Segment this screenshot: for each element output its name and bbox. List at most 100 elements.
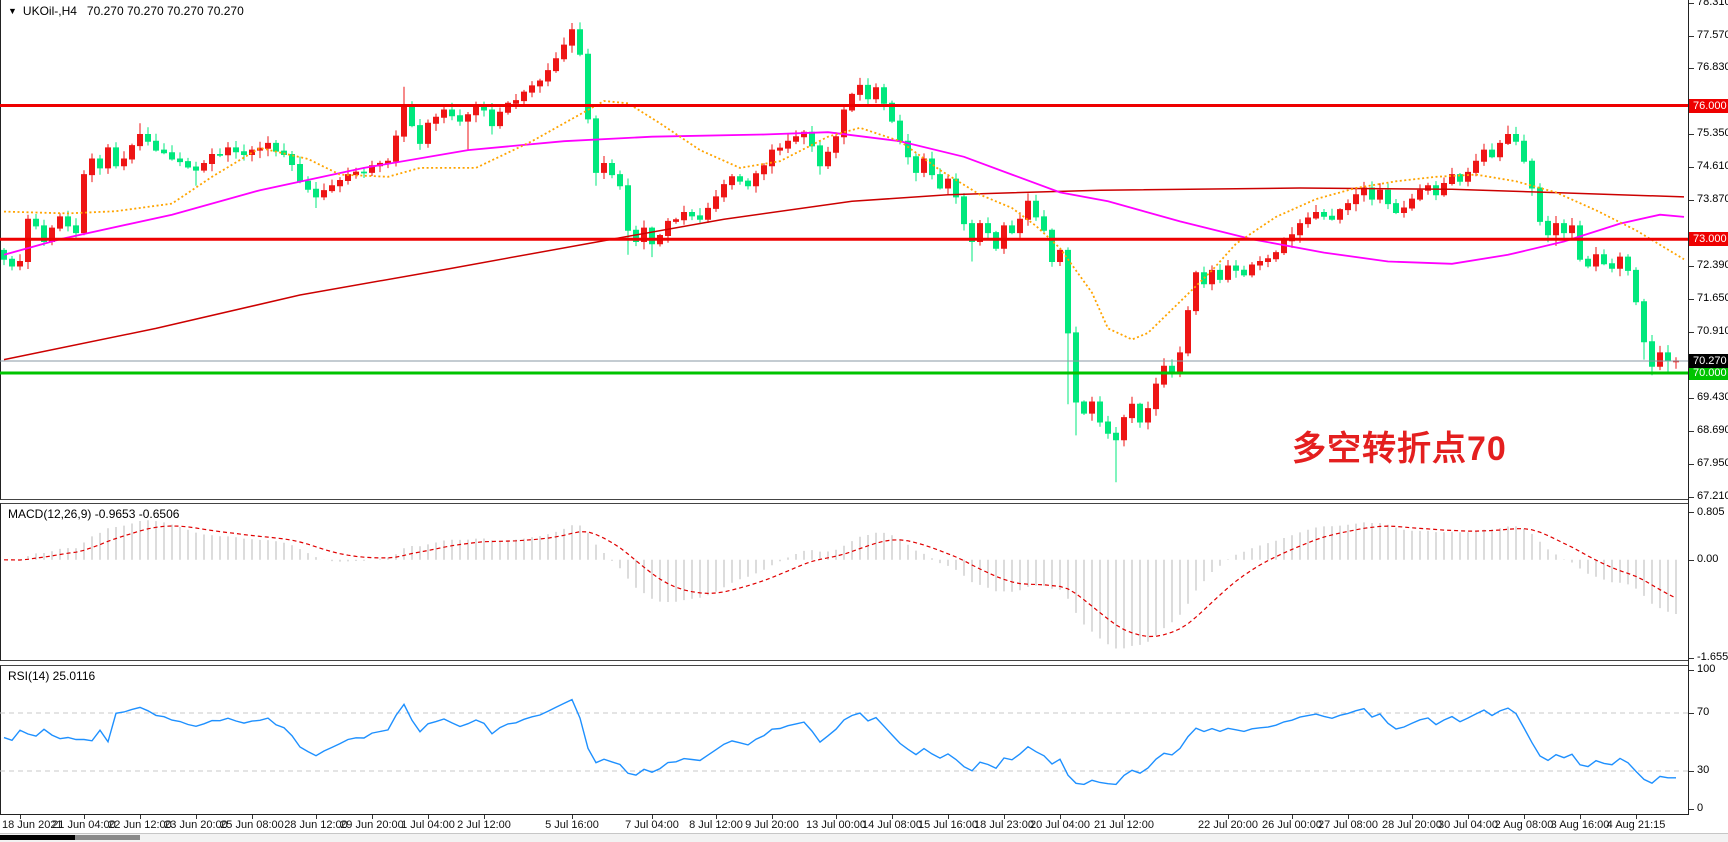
- time-tick-dash: [772, 815, 773, 819]
- price-tick-label: 67.950: [1697, 457, 1728, 470]
- macd-plot-group: [3, 520, 1677, 649]
- rsi-axis-label: 100: [1697, 662, 1716, 675]
- macd-tick-dash: [1689, 658, 1694, 659]
- level-tag-70.000: 70.000: [1689, 365, 1728, 380]
- time-label: 23 Jun 20:00: [164, 819, 228, 831]
- time-tick-dash: [140, 815, 141, 819]
- time-tick-dash: [1580, 815, 1581, 819]
- macd-axis-label: 0.805: [1697, 506, 1725, 518]
- time-tick-dash: [1004, 815, 1005, 819]
- h-scrollbar-track[interactable]: [0, 833, 1728, 842]
- time-tick-dash: [892, 815, 893, 819]
- time-tick-dash: [1292, 815, 1293, 819]
- time-tick-dash: [1412, 815, 1413, 819]
- price-tick-dash: [1689, 2, 1694, 4]
- time-tick-dash: [716, 815, 717, 819]
- price-tick-label: 77.570: [1697, 28, 1728, 41]
- price-tick-dash: [1689, 35, 1694, 37]
- time-tick-dash: [1468, 815, 1469, 819]
- price-tick-label: 74.610: [1697, 160, 1728, 173]
- ma-slow-red: [3, 187, 1685, 361]
- time-tick-dash: [1228, 815, 1229, 819]
- price-tick-dash: [1689, 167, 1694, 169]
- price-tick-label: 68.690: [1697, 424, 1728, 437]
- price-tick-dash: [1689, 266, 1694, 268]
- time-label: 21 Jun 04:00: [52, 819, 116, 831]
- price-tick-dash: [1689, 398, 1694, 400]
- rsi-plot-group: [0, 698, 1688, 786]
- level-tag-76.000: 76.000: [1689, 98, 1728, 113]
- rsi-axis-label: 30: [1697, 764, 1710, 776]
- time-tick-dash: [652, 815, 653, 819]
- macd-tick-dash: [1689, 512, 1694, 513]
- time-label: 1 Jul 04:00: [401, 819, 455, 831]
- time-tick-dash: [252, 815, 253, 819]
- rsi-tick-dash: [1689, 669, 1694, 671]
- price-tick-dash: [1689, 134, 1694, 136]
- symbol-dropdown-icon[interactable]: ▼: [8, 6, 17, 16]
- time-tick-dash: [1524, 815, 1525, 819]
- time-tick-dash: [572, 815, 573, 819]
- time-axis[interactable]: [0, 815, 1728, 833]
- rsi-tick-dash: [1689, 771, 1694, 772]
- rsi-axis-label: 0: [1697, 802, 1704, 814]
- time-label: 22 Jun 12:00: [108, 819, 172, 831]
- price-tick-label: 76.830: [1697, 61, 1728, 74]
- ma-fast-orange: [3, 100, 1685, 341]
- time-label: 2 Jul 12:00: [457, 819, 511, 831]
- price-tick-dash: [1689, 200, 1694, 202]
- macd-panel[interactable]: [0, 503, 1688, 661]
- price-tick-label: 67.210: [1697, 490, 1728, 503]
- rsi-panel[interactable]: [0, 665, 1688, 815]
- macd-header: MACD(12,26,9) -0.9653 -0.6506: [8, 507, 180, 521]
- time-label: 2 Aug 08:00: [1494, 819, 1554, 831]
- time-label: 20 Jul 04:00: [1030, 819, 1090, 831]
- time-tick-dash: [84, 815, 85, 819]
- time-label: 25 Jun 08:00: [220, 819, 284, 831]
- h-scrollbar-thumb[interactable]: [0, 835, 75, 840]
- time-tick-dash: [1124, 815, 1125, 819]
- time-label: 26 Jul 00:00: [1262, 819, 1322, 831]
- time-tick-dash: [428, 815, 429, 819]
- price-tick-dash: [1689, 497, 1694, 499]
- price-tick-label: 78.310: [1697, 0, 1728, 8]
- time-tick-dash: [1636, 815, 1637, 819]
- time-tick-dash: [316, 815, 317, 819]
- time-label: 3 Aug 16:00: [1550, 819, 1610, 831]
- rsi-tick-dash: [1689, 809, 1694, 810]
- time-label: 18 Jun 2021: [2, 819, 63, 831]
- bear-candles: [1, 22, 1671, 483]
- price-tick-label: 75.350: [1697, 127, 1728, 140]
- symbol-title-text: UKOil-,H4 70.270 70.270 70.270 70.270: [22, 4, 244, 18]
- current-price-tag: 70.270: [1689, 353, 1728, 368]
- price-tick-dash: [1689, 464, 1694, 466]
- time-label: 29 Jun 20:00: [340, 819, 404, 831]
- ma-medium-magenta: [3, 131, 1685, 265]
- price-axis-border: [1688, 0, 1689, 815]
- bull-candles: [17, 23, 1679, 447]
- time-label: 5 Jul 16:00: [545, 819, 599, 831]
- price-tick-dash: [1689, 431, 1694, 433]
- rsi-header: RSI(14) 25.0116: [8, 669, 96, 683]
- price-tick-label: 72.390: [1697, 259, 1728, 272]
- time-label: 21 Jul 12:00: [1094, 819, 1154, 831]
- time-tick-dash: [1348, 815, 1349, 819]
- price-tick-dash: [1689, 299, 1694, 301]
- time-label: 18 Jul 23:00: [974, 819, 1034, 831]
- macd-axis-label: 0.00: [1697, 552, 1719, 565]
- symbol-title: ▼ UKOil-,H4 70.270 70.270 70.270 70.270: [8, 4, 244, 18]
- time-label: 9 Jul 20:00: [745, 819, 799, 831]
- macd-tick-dash: [1689, 559, 1694, 561]
- time-label: 4 Aug 21:15: [1606, 819, 1666, 831]
- time-label: 7 Jul 04:00: [625, 819, 679, 831]
- time-label: 8 Jul 12:00: [689, 819, 743, 831]
- time-label: 22 Jul 20:00: [1198, 819, 1258, 831]
- level-tag-73.000: 73.000: [1689, 232, 1728, 247]
- main-plot-group: [0, 22, 1688, 483]
- main-chart-panel[interactable]: [0, 0, 1688, 500]
- time-label: 14 Jul 08:00: [862, 819, 922, 831]
- time-label: 28 Jun 12:00: [284, 819, 348, 831]
- price-tick-dash: [1689, 68, 1694, 70]
